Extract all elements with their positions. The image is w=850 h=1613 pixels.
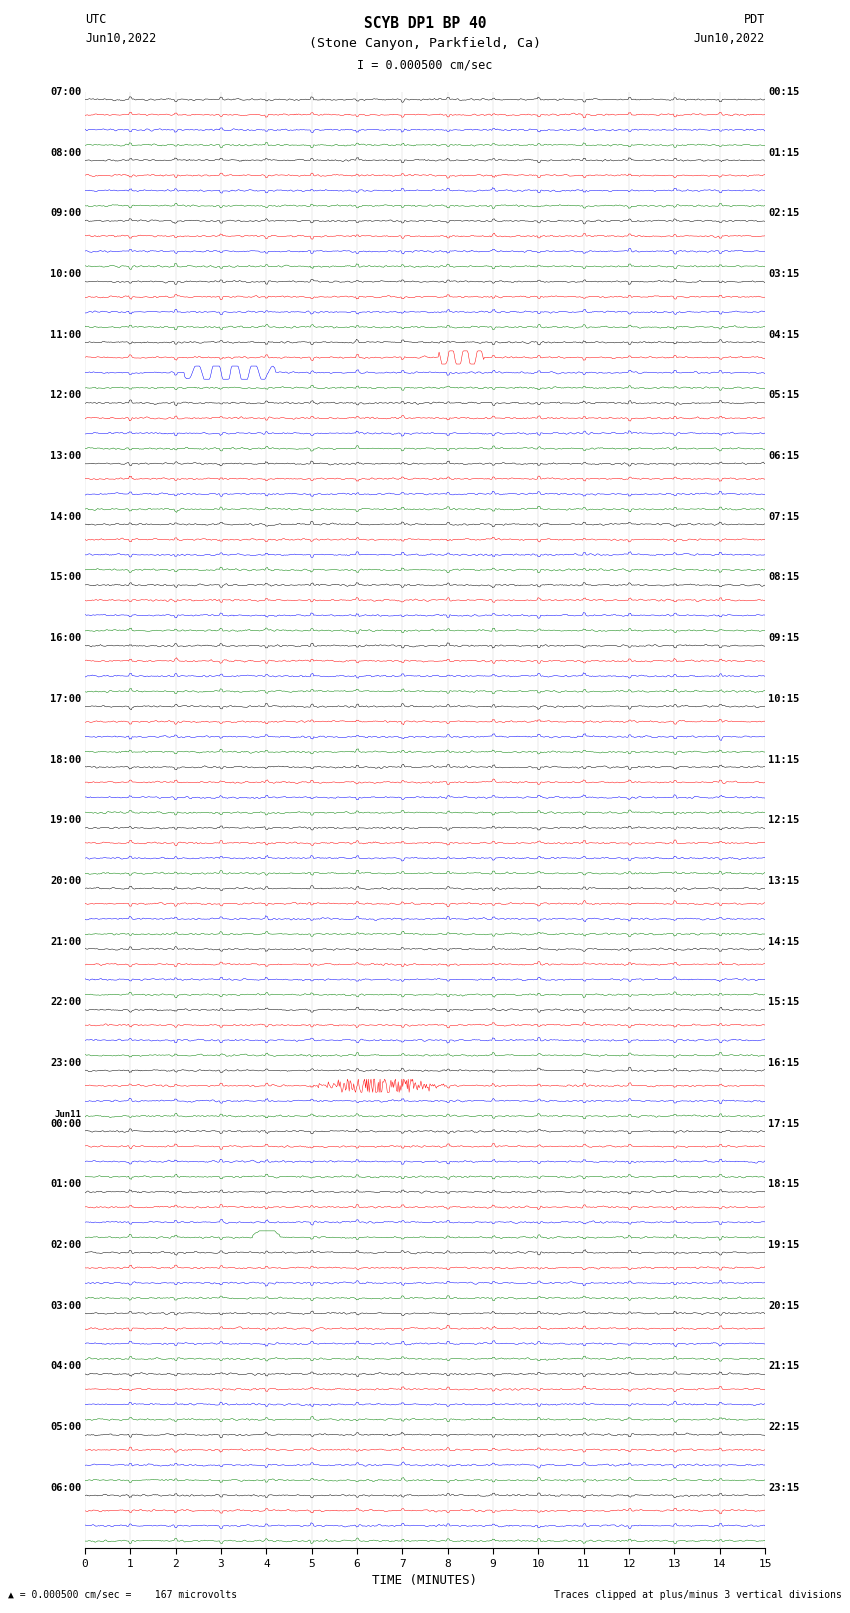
Text: I = 0.000500 cm/sec: I = 0.000500 cm/sec (357, 58, 493, 71)
Text: 06:15: 06:15 (768, 452, 800, 461)
Text: 09:00: 09:00 (50, 208, 82, 218)
Text: 03:00: 03:00 (50, 1300, 82, 1311)
Text: 01:15: 01:15 (768, 148, 800, 158)
Text: 04:15: 04:15 (768, 329, 800, 340)
Text: 18:15: 18:15 (768, 1179, 800, 1189)
Text: 05:15: 05:15 (768, 390, 800, 400)
Text: 10:15: 10:15 (768, 694, 800, 703)
Text: 13:00: 13:00 (50, 452, 82, 461)
Text: 22:15: 22:15 (768, 1423, 800, 1432)
Text: Jun11: Jun11 (54, 1110, 82, 1119)
Text: 16:15: 16:15 (768, 1058, 800, 1068)
Text: 17:15: 17:15 (768, 1119, 800, 1129)
Text: (Stone Canyon, Parkfield, Ca): (Stone Canyon, Parkfield, Ca) (309, 37, 541, 50)
Text: 12:15: 12:15 (768, 815, 800, 826)
Text: Jun10,2022: Jun10,2022 (694, 32, 765, 45)
Text: 08:15: 08:15 (768, 573, 800, 582)
Text: 18:00: 18:00 (50, 755, 82, 765)
Text: 20:00: 20:00 (50, 876, 82, 886)
Text: 02:00: 02:00 (50, 1240, 82, 1250)
Text: 01:00: 01:00 (50, 1179, 82, 1189)
Text: 23:00: 23:00 (50, 1058, 82, 1068)
Text: 00:00: 00:00 (50, 1119, 82, 1129)
Text: PDT: PDT (744, 13, 765, 26)
Text: 22:00: 22:00 (50, 997, 82, 1007)
Text: 00:15: 00:15 (768, 87, 800, 97)
Text: ▲ = 0.000500 cm/sec =    167 microvolts: ▲ = 0.000500 cm/sec = 167 microvolts (8, 1590, 238, 1600)
Text: 15:15: 15:15 (768, 997, 800, 1007)
Text: 21:15: 21:15 (768, 1361, 800, 1371)
Text: 10:00: 10:00 (50, 269, 82, 279)
Text: 07:00: 07:00 (50, 87, 82, 97)
Text: 17:00: 17:00 (50, 694, 82, 703)
Text: 23:15: 23:15 (768, 1482, 800, 1492)
Text: 19:00: 19:00 (50, 815, 82, 826)
Text: SCYB DP1 BP 40: SCYB DP1 BP 40 (364, 16, 486, 31)
Text: 12:00: 12:00 (50, 390, 82, 400)
Text: 21:00: 21:00 (50, 937, 82, 947)
Text: 14:00: 14:00 (50, 511, 82, 521)
Text: 16:00: 16:00 (50, 634, 82, 644)
Text: 08:00: 08:00 (50, 148, 82, 158)
Text: 06:00: 06:00 (50, 1482, 82, 1492)
Text: 03:15: 03:15 (768, 269, 800, 279)
Text: 14:15: 14:15 (768, 937, 800, 947)
Text: 07:15: 07:15 (768, 511, 800, 521)
Text: UTC: UTC (85, 13, 106, 26)
Text: 20:15: 20:15 (768, 1300, 800, 1311)
Text: 05:00: 05:00 (50, 1423, 82, 1432)
Text: Traces clipped at plus/minus 3 vertical divisions: Traces clipped at plus/minus 3 vertical … (553, 1590, 842, 1600)
Text: 11:00: 11:00 (50, 329, 82, 340)
Text: 11:15: 11:15 (768, 755, 800, 765)
Text: 13:15: 13:15 (768, 876, 800, 886)
Text: 19:15: 19:15 (768, 1240, 800, 1250)
Text: 15:00: 15:00 (50, 573, 82, 582)
Text: 04:00: 04:00 (50, 1361, 82, 1371)
Text: 02:15: 02:15 (768, 208, 800, 218)
Text: 09:15: 09:15 (768, 634, 800, 644)
Text: Jun10,2022: Jun10,2022 (85, 32, 156, 45)
X-axis label: TIME (MINUTES): TIME (MINUTES) (372, 1574, 478, 1587)
